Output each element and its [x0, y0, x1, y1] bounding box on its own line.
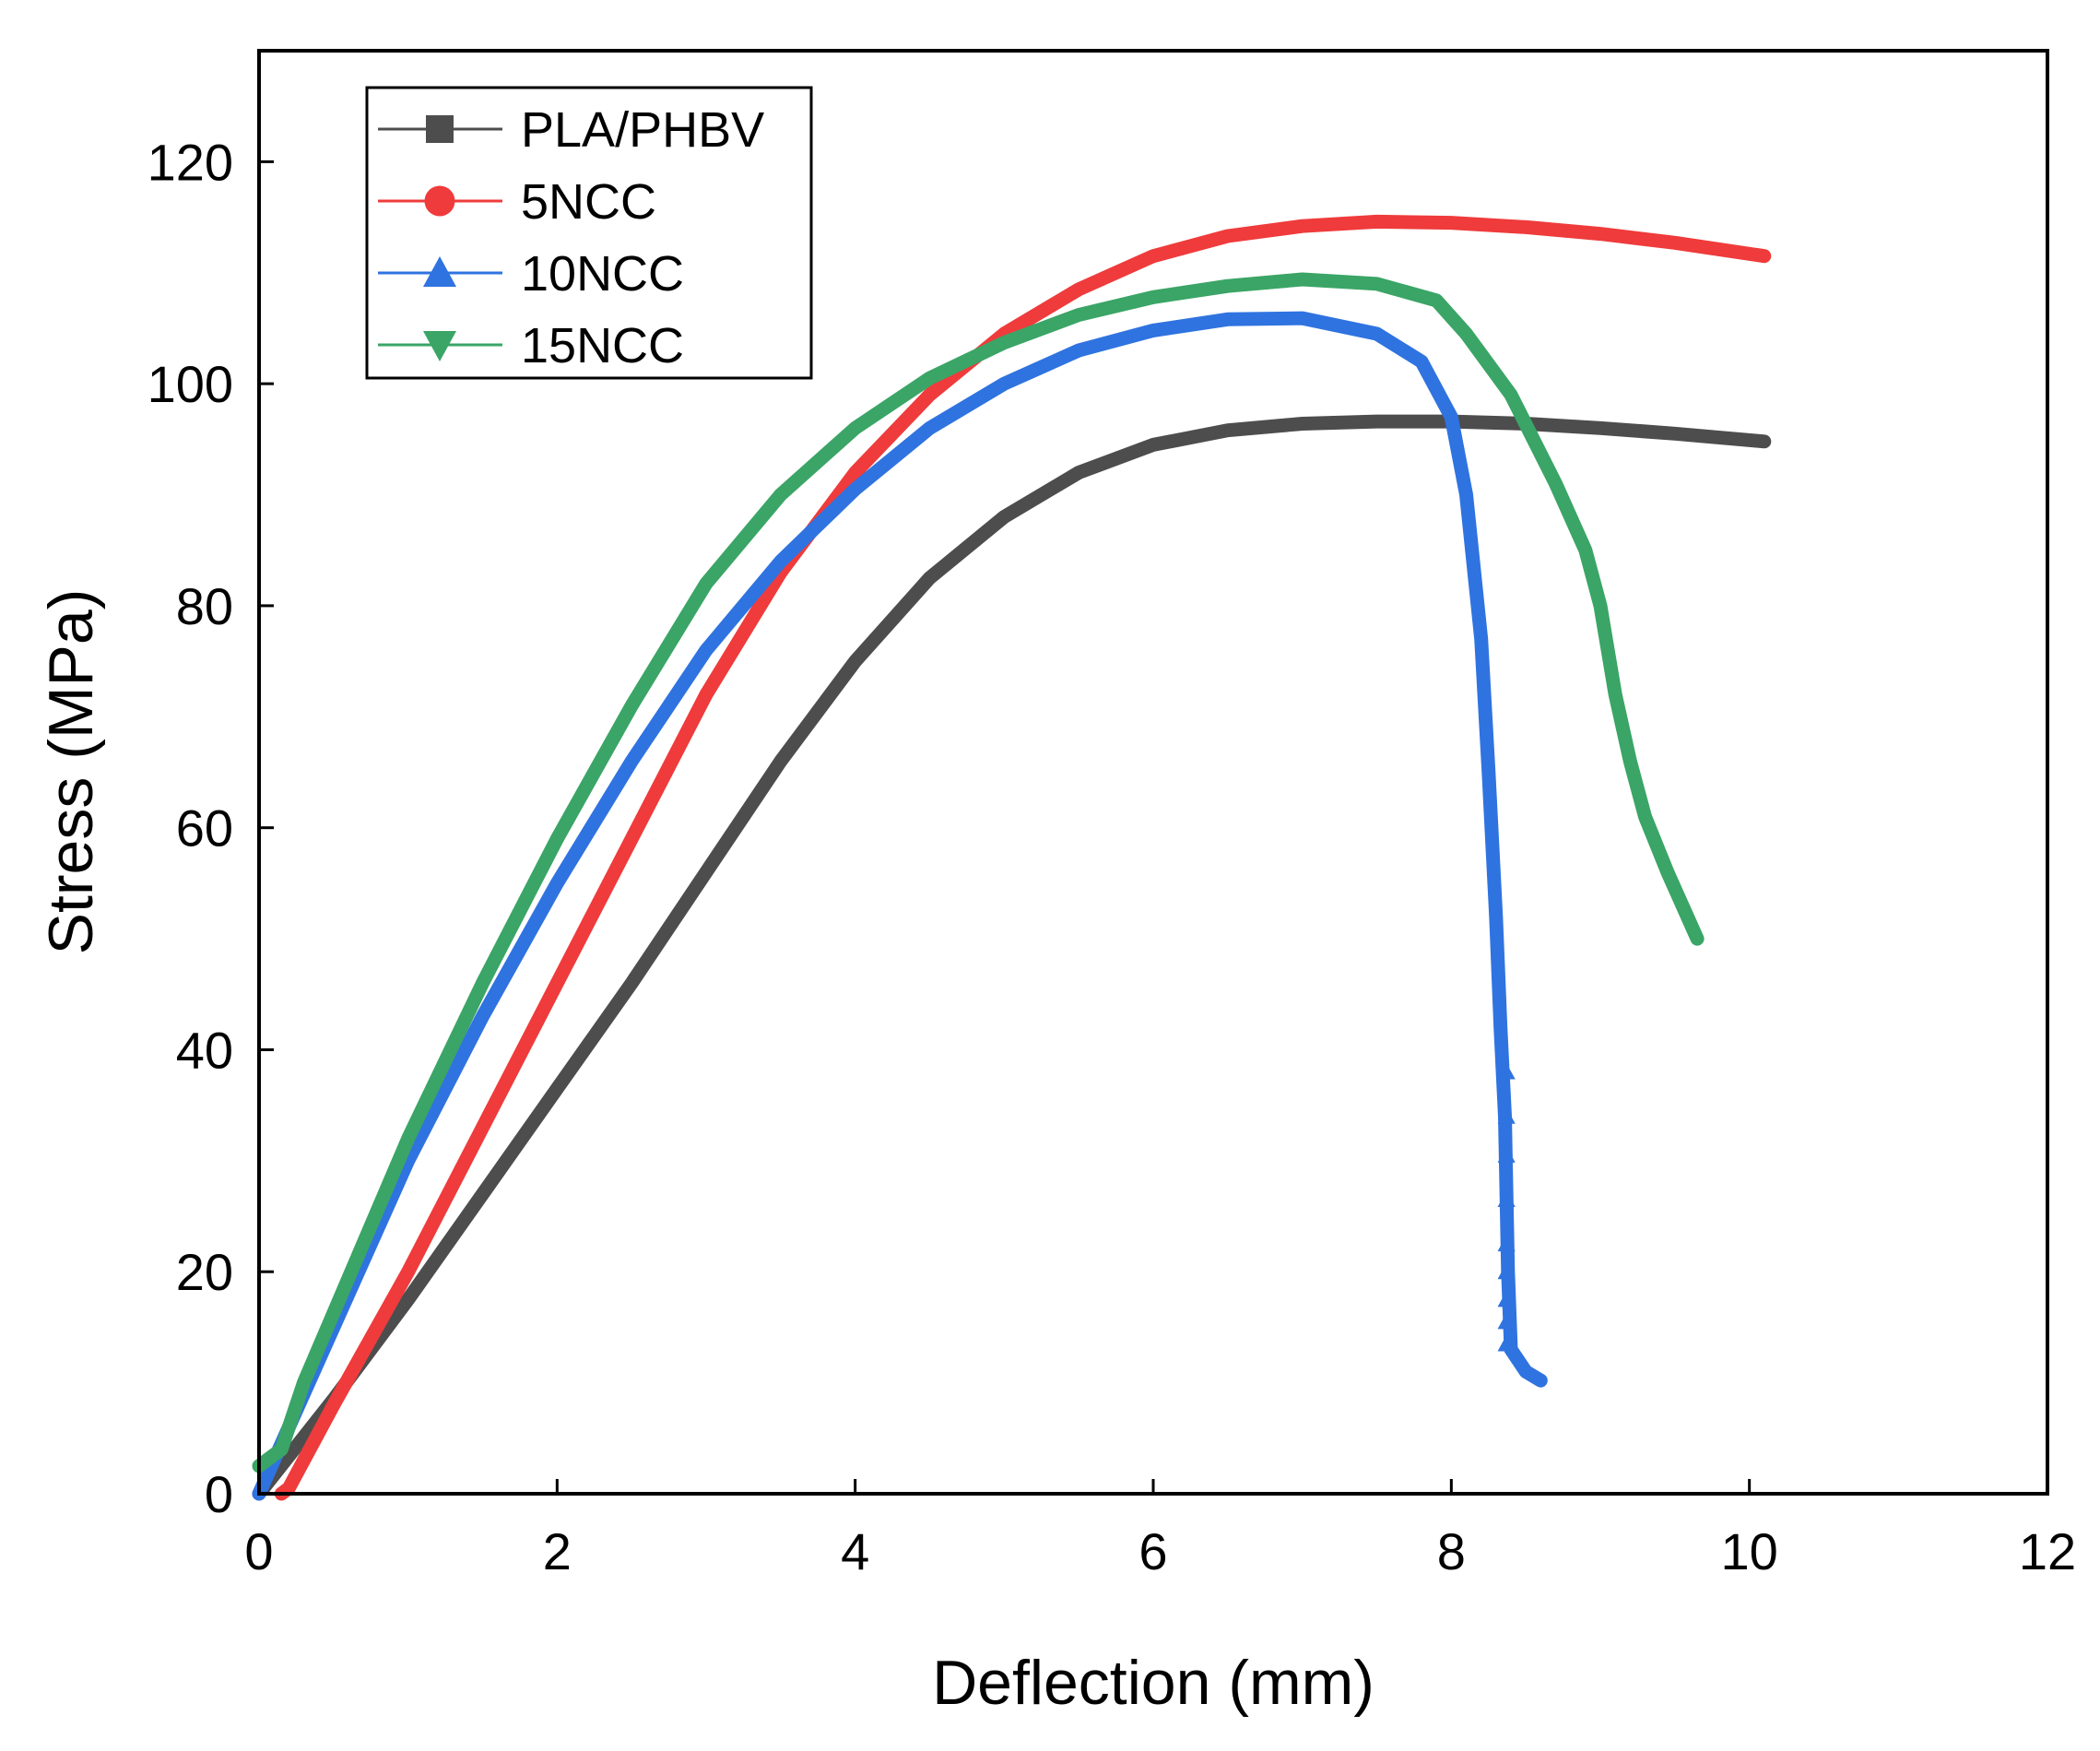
- x-axis-title: Deflection (mm): [932, 1648, 1374, 1718]
- series-line-15ncc: [252, 272, 1705, 1473]
- x-tick-label: 12: [2019, 1522, 2076, 1580]
- x-tick-label: 4: [841, 1522, 869, 1580]
- legend-marker: [423, 331, 456, 361]
- series-marker-10ncc: [1497, 1334, 1516, 1352]
- y-tick-label: 20: [176, 1243, 233, 1301]
- series-marker-10ncc: [1497, 1262, 1516, 1280]
- legend-label: PLA/PHBV: [521, 102, 764, 158]
- series-marker-10ncc: [1497, 1312, 1516, 1330]
- x-tick-label: 6: [1138, 1522, 1167, 1580]
- series-marker-10ncc: [1497, 1107, 1516, 1124]
- x-tick-label: 0: [244, 1522, 273, 1580]
- series-marker-10ncc: [1497, 1146, 1516, 1163]
- series-line-pla-phbv: [252, 414, 1772, 1501]
- y-tick-label: 60: [176, 799, 233, 858]
- y-tick-label: 0: [205, 1465, 233, 1523]
- y-tick-label: 80: [176, 577, 233, 635]
- series-marker-10ncc: [1497, 1062, 1516, 1080]
- legend-box: [365, 86, 813, 380]
- x-tick-label: 8: [1437, 1522, 1466, 1580]
- series-marker-10ncc: [1497, 1290, 1516, 1307]
- legend-marker: [424, 185, 455, 217]
- legend-marker: [423, 256, 456, 287]
- legend-marker: [426, 115, 454, 143]
- y-axis-title: Stress (MPa): [36, 589, 106, 955]
- x-tick-label: 2: [543, 1522, 572, 1580]
- series-layer: [252, 214, 1772, 1501]
- y-tick-label: 120: [147, 133, 233, 191]
- y-tick-label: 100: [147, 355, 233, 413]
- legend-label: 5NCC: [521, 174, 656, 230]
- legend: PLA/PHBV 5NCC 10NCC 15NCC: [365, 86, 813, 380]
- series-marker-10ncc: [1497, 1235, 1516, 1252]
- legend-label: 15NCC: [521, 318, 684, 373]
- legend-label: 10NCC: [521, 246, 684, 302]
- series-marker-10ncc: [1497, 1190, 1516, 1207]
- y-tick-label: 40: [176, 1021, 233, 1079]
- x-tick-label: 10: [1721, 1522, 1778, 1580]
